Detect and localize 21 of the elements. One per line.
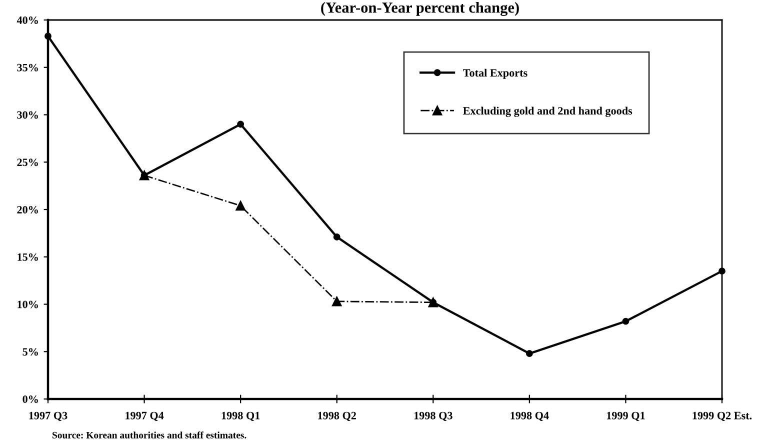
source-note: Source: Korean authorities and staff estimates. (52, 431, 246, 438)
y-tick-label: 5% (22, 348, 38, 356)
x-tick-label: 1997 Q3 (29, 412, 68, 422)
y-tick-label: 40% (16, 16, 38, 24)
x-tick-label: 1998 Q1 (222, 412, 260, 422)
y-tick-label: 25% (17, 158, 38, 166)
y-tick-label: 0% (22, 395, 38, 403)
x-tick-label: 1997 Q4 (126, 412, 164, 422)
legend-label: Excluding gold and 2nd hand goods (463, 106, 632, 117)
x-tick-label: 1999 Q2 Est. (692, 412, 752, 422)
x-tick-label: 1998 Q4 (510, 412, 549, 422)
y-tick-label: 15% (18, 253, 38, 261)
x-tick-label: 1998 Q2 (318, 412, 356, 422)
chart-title: (Year-on-Year percent change) (321, 2, 519, 16)
y-tick-label: 30% (17, 111, 38, 119)
legend-label: Total Exports (463, 68, 528, 79)
x-tick-label: 1999 Q1 (607, 412, 645, 422)
x-tick-label: 1998 Q3 (414, 412, 452, 422)
y-tick-label: 20% (17, 206, 38, 214)
y-tick-label: 35% (17, 64, 38, 72)
y-tick-label: 10% (18, 300, 38, 308)
